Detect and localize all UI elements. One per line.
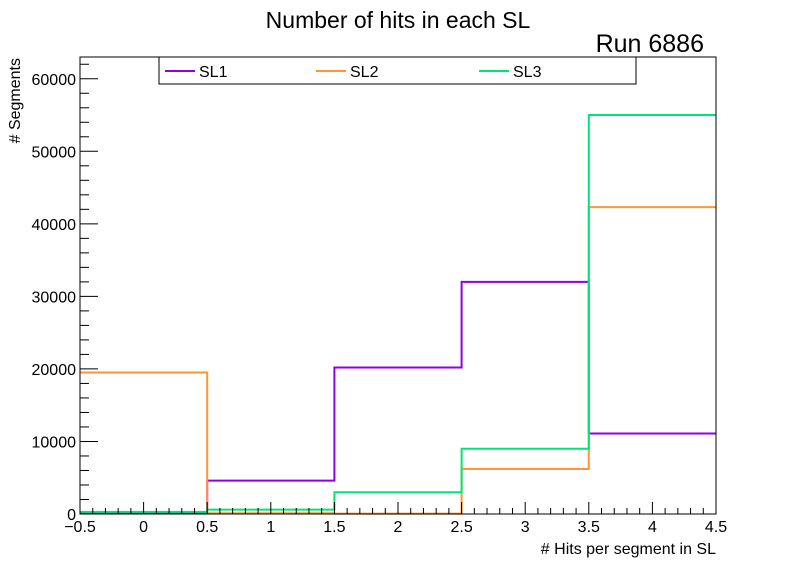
legend: SL1 SL2 SL3 bbox=[158, 56, 637, 85]
x-tick-label: 1.5 bbox=[323, 519, 345, 536]
series-sl3-line bbox=[80, 114, 716, 513]
x-tick-label: 0.5 bbox=[196, 519, 218, 536]
series-sl1-line bbox=[80, 280, 716, 514]
legend-label-sl3: SL3 bbox=[513, 64, 542, 81]
x-tick-label: 2 bbox=[394, 519, 403, 536]
chart-title: Number of hits in each SL bbox=[266, 7, 531, 33]
y-tick-label: 30000 bbox=[32, 289, 77, 306]
x-tick-label: −0.5 bbox=[64, 519, 96, 536]
series-sl2-line bbox=[80, 206, 716, 515]
y-axis-label: # Segments bbox=[7, 58, 24, 143]
legend-label-sl1: SL1 bbox=[199, 64, 228, 81]
y-tick-label: 0 bbox=[67, 507, 76, 524]
x-tick-label: 4.5 bbox=[705, 519, 727, 536]
x-tick-label: 2.5 bbox=[450, 519, 472, 536]
y-tick-label: 20000 bbox=[32, 362, 77, 379]
x-tick-label: 4 bbox=[648, 519, 657, 536]
legend-box bbox=[158, 56, 637, 85]
series-layer bbox=[80, 114, 716, 515]
y-tick-label: 60000 bbox=[32, 72, 77, 89]
run-annotation: Run 6886 bbox=[596, 30, 704, 58]
x-tick-label: 0 bbox=[139, 519, 148, 536]
legend-label-sl2: SL2 bbox=[350, 64, 379, 81]
axis-layer: −0.5 0 0.5 1 1.5 2 2.5 3 3.5 4 4.50100002000030000… bbox=[32, 63, 727, 536]
plot-frame bbox=[79, 56, 717, 515]
x-tick-label: 1 bbox=[266, 519, 275, 536]
x-tick-label: 3 bbox=[521, 519, 530, 536]
x-axis-label: # Hits per segment in SL bbox=[541, 541, 716, 558]
y-tick-label: 10000 bbox=[32, 434, 77, 451]
y-tick-label: 40000 bbox=[32, 217, 77, 234]
y-tick-label: 50000 bbox=[32, 144, 77, 161]
x-tick-label: 3.5 bbox=[578, 519, 600, 536]
